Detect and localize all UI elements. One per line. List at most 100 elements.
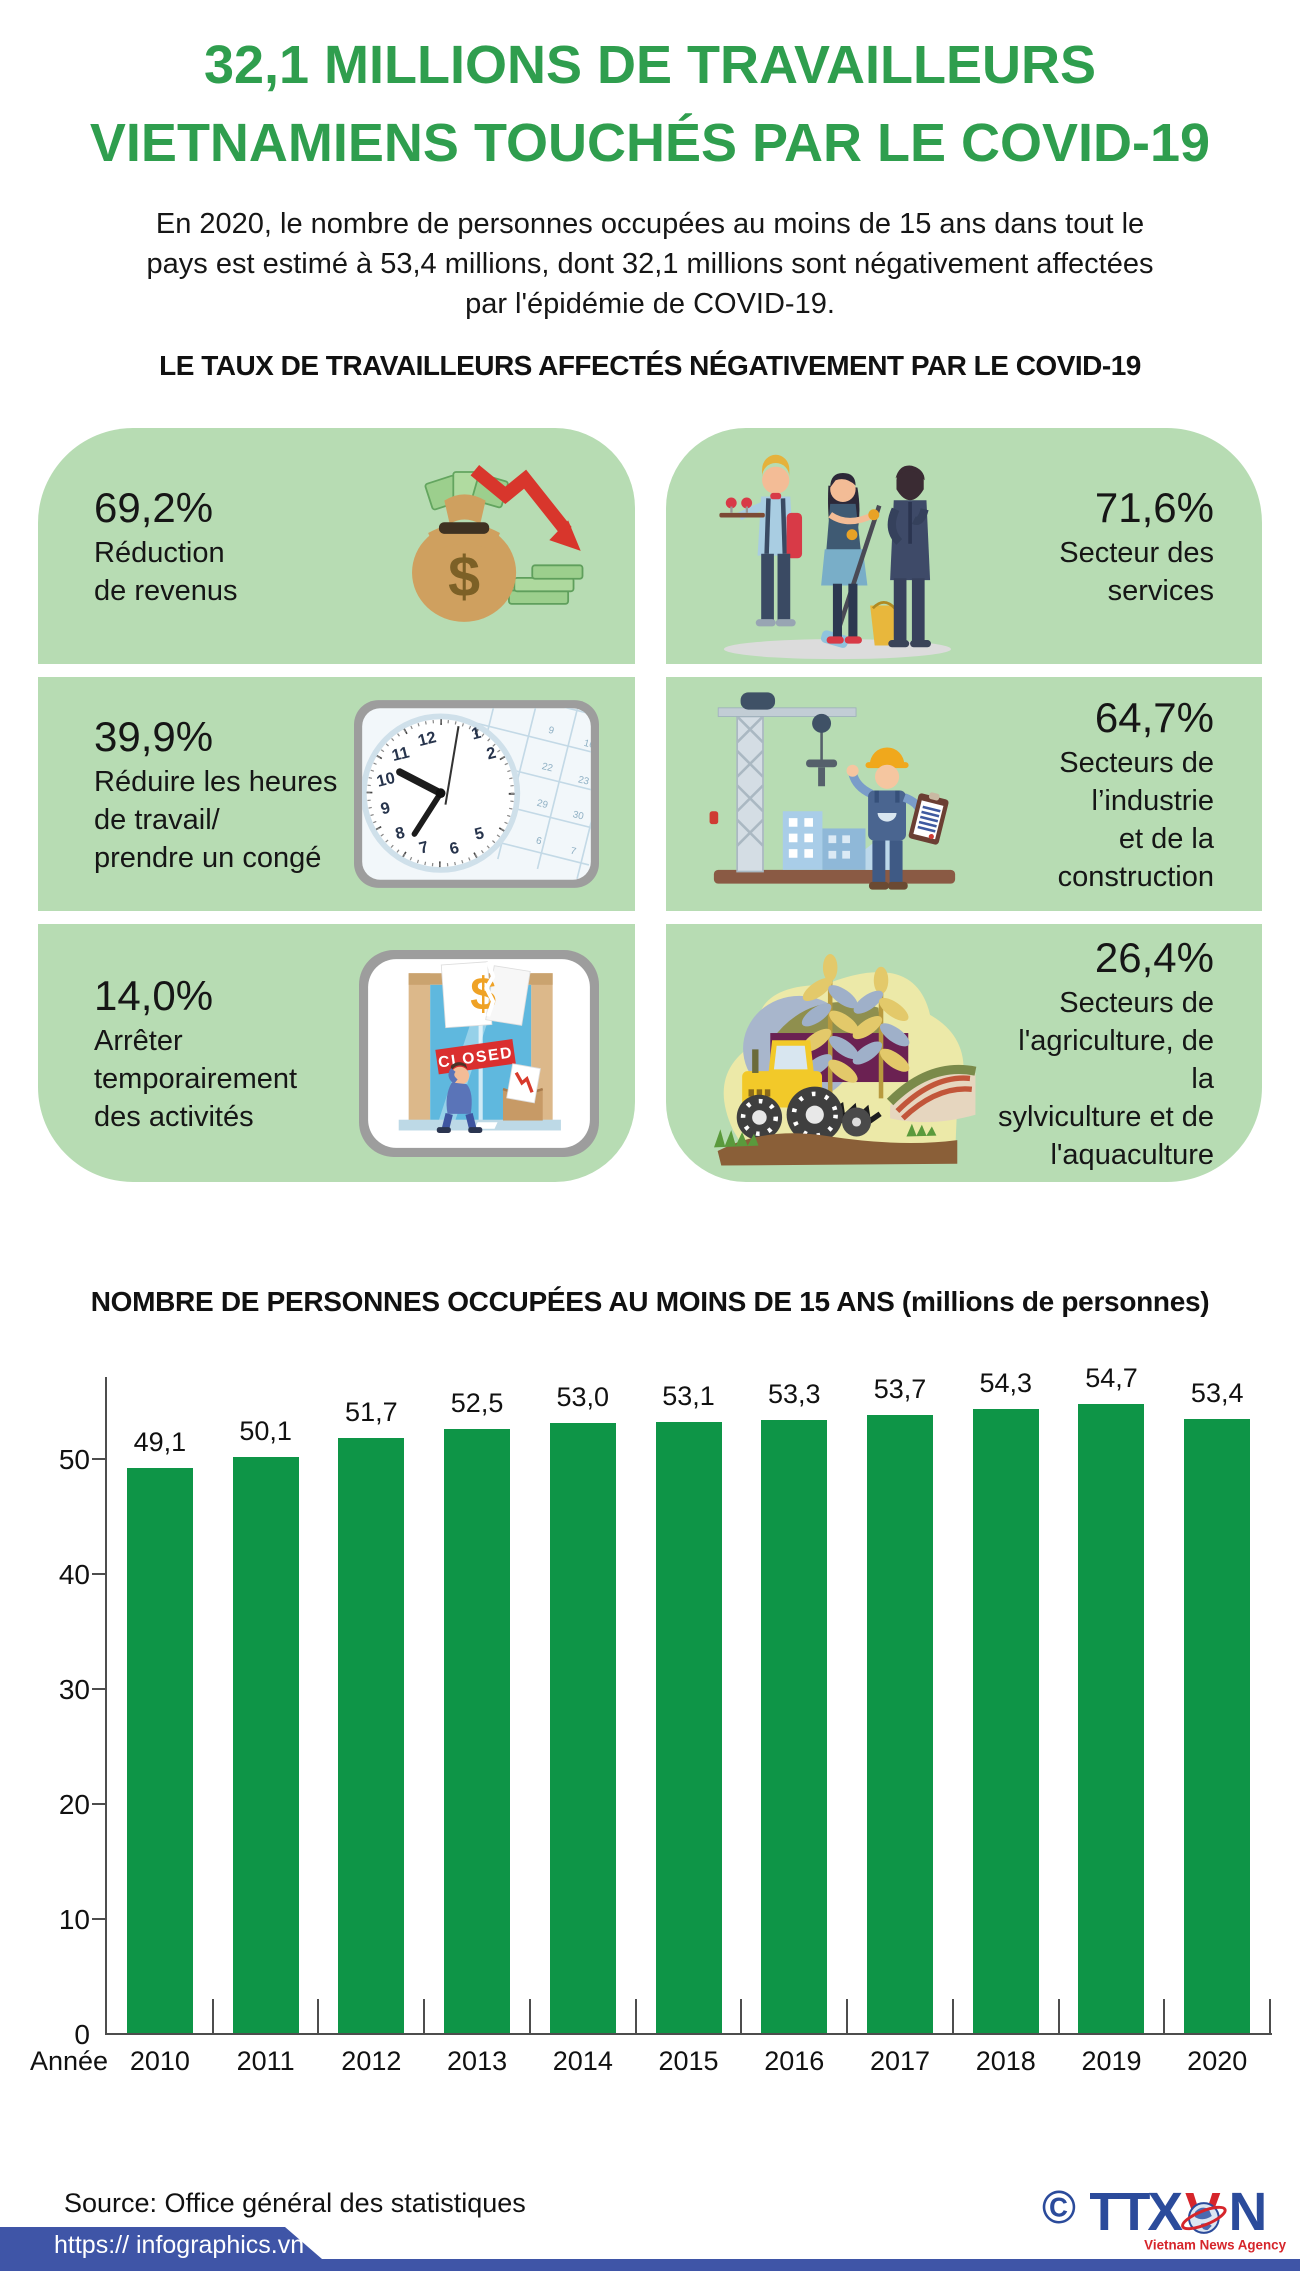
svg-text:$: $ bbox=[448, 545, 480, 609]
chart-title: NOMBRE DE PERSONNES OCCUPÉES AU MOINS DE… bbox=[90, 1286, 1210, 1317]
stat-value: 39,9% bbox=[94, 713, 214, 760]
bar-slot-2010: 49,1 bbox=[107, 1377, 213, 2033]
x-axis-label-2019: 2019 bbox=[1081, 2046, 1142, 2076]
stat-text: 39,9% Réduire les heures de travail/ pre… bbox=[94, 711, 337, 877]
stat-card-temporary-stop: 14,0% Arrêter temporairement des activit… bbox=[38, 924, 635, 1182]
bar-slot-2017: 53,7 bbox=[847, 1374, 953, 2033]
stat-label: Secteur des services bbox=[1059, 537, 1214, 607]
svg-text:8: 8 bbox=[393, 824, 406, 844]
x-axis-label-2011: 2011 bbox=[236, 2046, 295, 2076]
website-url: https:// infographics.vn bbox=[54, 2231, 305, 2259]
bar-slot-2014: 53,0 bbox=[530, 1377, 636, 2033]
x-axis-tick bbox=[1057, 1999, 1060, 2033]
logo-n-text: N bbox=[1229, 2183, 1268, 2242]
x-axis-label-2015: 2015 bbox=[658, 2046, 719, 2076]
bar-value-label-2013: 52,5 bbox=[450, 1388, 504, 1418]
x-axis-tick bbox=[211, 1999, 214, 2033]
svg-text:23: 23 bbox=[576, 774, 590, 787]
svg-text:6: 6 bbox=[447, 839, 460, 859]
y-axis-line bbox=[105, 1377, 107, 2035]
stat-value: 71,6% bbox=[1094, 484, 1214, 531]
bar-value-label-2016: 53,3 bbox=[767, 1379, 821, 1409]
stat-value: 69,2% bbox=[94, 484, 214, 531]
bar-slot-2018: 54,3 bbox=[953, 1368, 1059, 2033]
x-axis-tick bbox=[634, 1999, 637, 2033]
bar-2012 bbox=[338, 1438, 405, 2033]
bar-2013 bbox=[444, 1429, 511, 2033]
x-axis-ticks bbox=[107, 1999, 1271, 2033]
globe-icon bbox=[1181, 2202, 1227, 2234]
stat-label: Secteurs de l'agriculture, de la sylvicu… bbox=[998, 987, 1214, 1171]
bar-2020 bbox=[1184, 1419, 1251, 2033]
stat-card-industry-construction: 64,7% Secteurs de l’industrie et de la c… bbox=[665, 677, 1262, 911]
bars-row: 49,1 50,1 51,7 52,5 53,0 53,1 53,3 53,7 54,3 54,7… bbox=[107, 1363, 1270, 2033]
x-axis-label-2012: 2012 bbox=[341, 2046, 402, 2076]
y-axis-label-30: 30 bbox=[58, 1674, 90, 1705]
bar-slot-2012: 51,7 bbox=[318, 1377, 424, 2033]
x-axis-label-2010: 2010 bbox=[129, 2046, 190, 2076]
svg-text:11: 11 bbox=[390, 743, 411, 765]
y-axis-tick bbox=[92, 1573, 105, 1575]
employment-bar-chart: 0 10 20 30 40 50 49,1 50,1 51,7 52,5 53,0 53,1 53,3… bbox=[0, 1363, 1300, 2085]
x-axis-title: Année bbox=[30, 2046, 109, 2076]
bar-2016 bbox=[761, 1420, 828, 2033]
x-axis-tick bbox=[423, 1999, 426, 2033]
page-title-line1: 32,1 MILLIONS DE TRAVAILLEURS bbox=[203, 35, 1097, 95]
svg-text:2: 2 bbox=[484, 744, 497, 764]
stat-card-agriculture: 26,4% Secteurs de l'agriculture, de la s… bbox=[665, 924, 1262, 1182]
stat-card-reduced-hours: 39,9% Réduire les heures de travail/ pre… bbox=[38, 677, 635, 911]
stat-card-services: 71,6% Secteur des services bbox=[665, 428, 1262, 664]
y-axis-tick bbox=[92, 1458, 105, 1460]
bar-slot-2011: 50,1 bbox=[213, 1377, 319, 2033]
stat-value: 64,7% bbox=[1094, 694, 1214, 741]
x-axis-label-2014: 2014 bbox=[552, 2046, 613, 2076]
svg-text:29: 29 bbox=[535, 798, 548, 811]
x-axis-tick bbox=[951, 1999, 954, 2033]
x-axis-tick bbox=[740, 1999, 743, 2033]
closed-business-icon: $ CLOSED bbox=[358, 949, 599, 1157]
stat-label: Réduction de revenus bbox=[94, 537, 238, 607]
bar-slot-2020: 53,4 bbox=[1164, 1377, 1270, 2033]
stat-label: Réduire les heures de travail/ prendre u… bbox=[94, 766, 338, 874]
svg-text:10: 10 bbox=[374, 769, 396, 791]
page-title: 32,1 MILLIONS DE TRAVAILLEURS VIETNAMIEN… bbox=[0, 26, 1300, 182]
intro-paragraph: En 2020, le nombre de personnes occupées… bbox=[146, 208, 1154, 320]
y-axis-labels: 0 10 20 30 40 50 bbox=[0, 1375, 1300, 2085]
bar-2014 bbox=[549, 1423, 616, 2033]
bar-2011 bbox=[232, 1457, 299, 2033]
money-decline-icon: $ bbox=[374, 463, 599, 629]
logo-subtext: Vietnam News Agency bbox=[1144, 2238, 1286, 2253]
bar-slot-2013: 52,5 bbox=[424, 1377, 530, 2033]
x-axis-label-2016: 2016 bbox=[764, 2046, 825, 2076]
stat-value: 14,0% bbox=[94, 972, 214, 1019]
svg-text:12: 12 bbox=[416, 728, 438, 750]
bar-2010 bbox=[126, 1468, 193, 2033]
svg-text:7: 7 bbox=[417, 838, 430, 858]
stat-card-income-reduction: 69,2% Réduction de revenus $ bbox=[38, 428, 635, 664]
svg-text:9: 9 bbox=[547, 725, 555, 737]
stat-text: 64,7% Secteurs de l’industrie et de la c… bbox=[977, 692, 1214, 896]
x-axis-tick bbox=[1269, 1999, 1271, 2033]
agriculture-icon bbox=[692, 935, 992, 1171]
bar-2019 bbox=[1078, 1404, 1145, 2033]
bar-value-label-2017: 53,7 bbox=[873, 1374, 927, 1404]
y-axis-label-10: 10 bbox=[58, 1904, 90, 1935]
bar-value-label-2011: 50,1 bbox=[239, 1416, 292, 1446]
svg-text:16: 16 bbox=[582, 738, 596, 751]
x-axis-line bbox=[105, 2033, 1272, 2035]
x-axis-tick bbox=[317, 1999, 320, 2033]
bar-slot-2015: 53,1 bbox=[636, 1377, 742, 2033]
construction-worker-icon bbox=[692, 682, 977, 906]
bar-2017 bbox=[867, 1415, 933, 2033]
bar-value-label-2012: 51,7 bbox=[345, 1397, 398, 1427]
x-axis-tick bbox=[846, 1999, 849, 2033]
svg-text:22: 22 bbox=[540, 761, 553, 774]
copyright-icon: © bbox=[1042, 2181, 1076, 2233]
svg-text:7: 7 bbox=[569, 846, 577, 858]
svg-text:1: 1 bbox=[469, 724, 482, 744]
svg-text:9: 9 bbox=[378, 799, 391, 819]
bar-2015 bbox=[655, 1422, 722, 2033]
stats-grid: 69,2% Réduction de revenus $ bbox=[38, 428, 1262, 1182]
